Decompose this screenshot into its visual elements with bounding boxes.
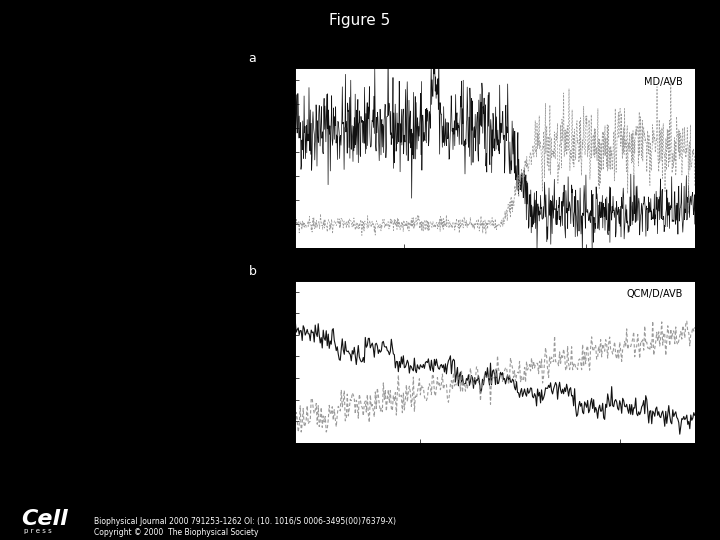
Text: a: a bbox=[248, 52, 256, 65]
Text: QCM/D/AVB: QCM/D/AVB bbox=[626, 289, 683, 299]
Text: Biophysical Journal 2000 791253-1262 OI: (10. 1016/S 0006-3495(00)76379-X): Biophysical Journal 2000 791253-1262 OI:… bbox=[94, 517, 395, 526]
Text: Copyright © 2000  The Biophysical Society: Copyright © 2000 The Biophysical Society bbox=[94, 528, 258, 537]
Text: p r e s s: p r e s s bbox=[24, 528, 52, 534]
Text: Figure 5: Figure 5 bbox=[329, 14, 391, 29]
Text: b: b bbox=[248, 265, 256, 278]
Text: MD/AVB: MD/AVB bbox=[644, 77, 683, 86]
X-axis label: Time [ps]: Time [ps] bbox=[469, 269, 521, 279]
Text: Cell: Cell bbox=[22, 509, 68, 529]
Y-axis label: Distance [Å]: Distance [Å] bbox=[258, 327, 269, 396]
X-axis label: Time [ps]: Time [ps] bbox=[469, 463, 521, 473]
Y-axis label: Distance [Å]: Distance [Å] bbox=[258, 124, 269, 192]
